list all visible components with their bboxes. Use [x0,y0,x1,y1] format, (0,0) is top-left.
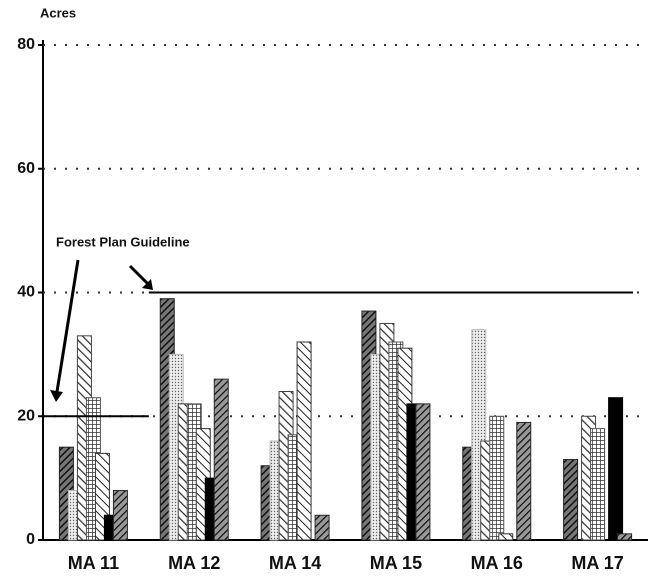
arrow [128,264,152,288]
bar [489,415,505,541]
bar [213,378,229,541]
y-tick-label: 80 [17,36,35,53]
y-tick-label: 40 [17,284,35,301]
bar [608,397,624,541]
bar [516,421,532,541]
bar [617,533,633,541]
x-tick-label: MA 14 [269,553,321,573]
y-tick-label: 0 [26,531,35,548]
y-axis-label: Acres [40,5,76,20]
bar [498,533,514,541]
x-tick-label: MA 15 [370,553,422,573]
arrow [54,259,80,399]
bar [314,514,330,541]
x-tick-label: MA 17 [571,553,623,573]
y-tick-label: 60 [17,160,35,177]
y-tick-label: 20 [17,407,35,424]
arrow-head [142,279,153,290]
x-tick-label: MA 11 [68,553,119,573]
x-tick-label: MA 16 [471,553,523,573]
bar [112,490,128,541]
bar [415,403,431,541]
arrow-head [50,390,63,402]
x-tick-label: MA 12 [168,553,220,573]
bar [296,341,312,541]
bar [563,459,579,541]
annotation: Forest Plan Guideline [56,234,190,249]
bar [590,428,606,541]
